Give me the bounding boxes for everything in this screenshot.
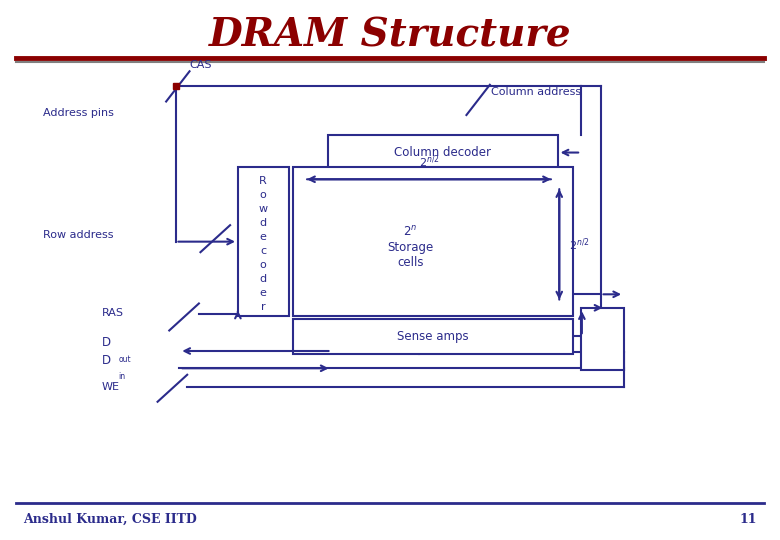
Text: d: d	[260, 218, 267, 228]
Text: R: R	[260, 176, 267, 186]
Text: d: d	[260, 274, 267, 284]
Text: 2$^n$
Storage
cells: 2$^n$ Storage cells	[388, 225, 434, 269]
Text: WE: WE	[101, 382, 119, 392]
Bar	[292, 319, 573, 354]
Text: w: w	[259, 204, 268, 214]
Text: Anshul Kumar, CSE IITD: Anshul Kumar, CSE IITD	[23, 513, 197, 526]
Bar	[238, 167, 289, 316]
Text: o: o	[260, 190, 267, 200]
Text: RAS: RAS	[101, 308, 123, 318]
Text: o: o	[260, 260, 267, 270]
Text: Column decoder: Column decoder	[394, 146, 491, 159]
Bar	[581, 308, 624, 370]
Text: D: D	[101, 336, 111, 349]
Text: 11: 11	[739, 513, 757, 526]
Text: out: out	[119, 355, 131, 364]
Text: $2^{n/2}$: $2^{n/2}$	[419, 153, 439, 170]
Text: e: e	[260, 288, 267, 298]
Text: in: in	[119, 372, 126, 381]
Text: $2^{n/2}$: $2^{n/2}$	[569, 236, 589, 253]
Text: Column address: Column address	[491, 87, 582, 97]
Text: Row address: Row address	[43, 230, 113, 240]
Bar	[292, 167, 573, 316]
Text: c: c	[261, 246, 266, 256]
Text: Sense amps: Sense amps	[397, 329, 469, 343]
Text: r: r	[261, 302, 265, 312]
Text: Address pins: Address pins	[43, 109, 114, 118]
Text: DRAM Structure: DRAM Structure	[209, 16, 571, 54]
Text: CAS: CAS	[190, 60, 212, 70]
Bar	[328, 135, 558, 170]
Text: e: e	[260, 232, 267, 242]
Text: D: D	[101, 354, 111, 367]
